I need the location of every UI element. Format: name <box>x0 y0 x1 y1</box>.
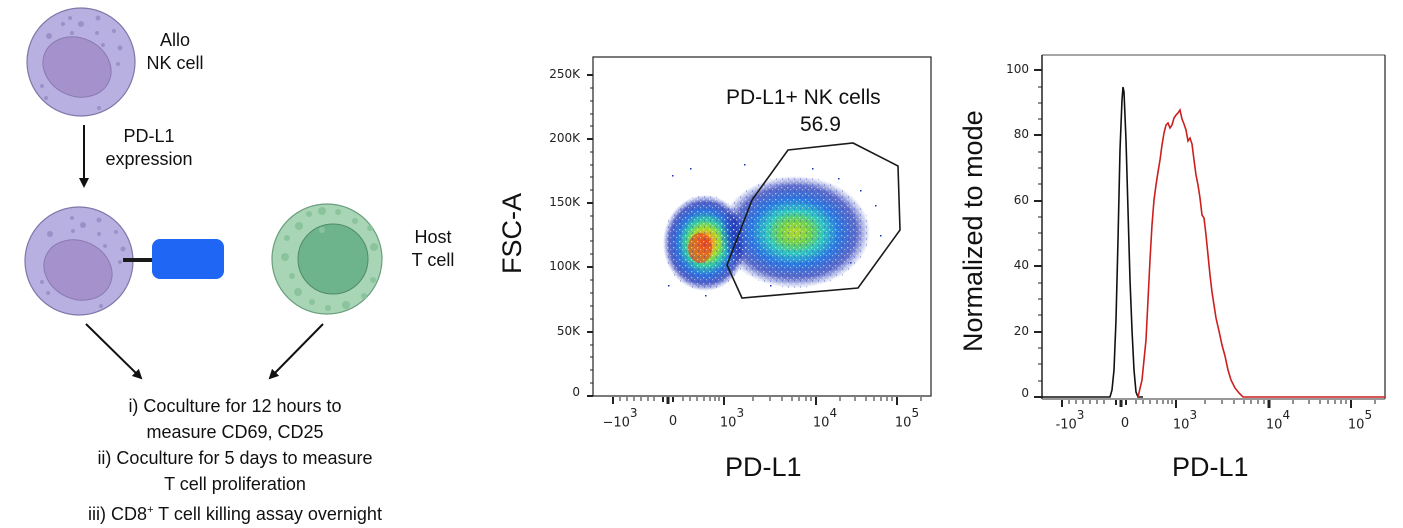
step-2-line2: T cell proliferation <box>164 474 306 494</box>
host-t-label: Host T cell <box>398 226 468 272</box>
hist-xtick-1e5: 105 <box>1347 408 1372 433</box>
hist-xtick-1e3: 103 <box>1172 408 1197 433</box>
scatter-ytick-50k: 50K <box>556 324 580 338</box>
scatter-x-axis-ticks <box>612 397 922 405</box>
scatter-ytick-250k: 250K <box>549 67 580 81</box>
step-3-superscript: + <box>147 504 154 516</box>
step-3-suffix: T cell killing assay overnight <box>153 504 382 524</box>
scatter-ytick-100k: 100K <box>549 259 580 273</box>
tick-base: 10 <box>894 415 912 431</box>
histogram-frame <box>1041 54 1386 400</box>
step-3-prefix: iii) CD8 <box>88 504 148 524</box>
tick-exp: 4 <box>829 406 838 420</box>
hist-ytick-80: 80 <box>1013 127 1029 141</box>
pdl1-expression-label: PD-L1 expression <box>84 125 214 171</box>
pdl1-positive-gate[interactable] <box>726 142 901 299</box>
scatter-ytick-200k: 200K <box>549 131 580 145</box>
assay-steps-list: i) Coculture for 12 hours to measure CD6… <box>0 393 470 527</box>
hist-ytick-20: 20 <box>1013 324 1029 338</box>
scatter-y-axis-title: FSC-A <box>497 193 527 274</box>
pdl1-nk-cell-icon <box>24 206 134 316</box>
allo-nk-label-line2: NK cell <box>146 53 204 73</box>
tick-base: 10 <box>1172 417 1190 433</box>
tick-exp: 3 <box>1189 408 1198 422</box>
tick-base: -10 <box>1055 417 1077 433</box>
host-t-label-line1: Host <box>414 227 452 247</box>
step-1-line1: i) Coculture for 12 hours to <box>128 396 342 416</box>
scatter-xtick-1e3: 103 <box>719 406 744 431</box>
allo-nk-cell-icon <box>26 7 136 117</box>
scatter-xtick-1e5: 105 <box>894 406 919 431</box>
tick-base: 10 <box>812 415 830 431</box>
histogram-y-axis-ticks <box>1034 69 1042 398</box>
hist-xtick-1e4: 104 <box>1265 408 1290 433</box>
control-histogram-curve <box>1042 86 1143 398</box>
pdl1-histogram-curve <box>1137 107 1385 398</box>
tick-base: 0 <box>1120 416 1130 431</box>
tick-exp: 5 <box>911 406 920 420</box>
hist-ytick-40: 40 <box>1013 258 1029 272</box>
scatter-xtick-neg1e3: −103 <box>602 406 637 431</box>
tick-exp: 4 <box>1282 408 1291 422</box>
scatter-ytick-0: 0 <box>572 385 580 399</box>
host-t-label-line2: T cell <box>411 250 455 270</box>
hist-ytick-60: 60 <box>1013 193 1029 207</box>
step-1-line2: measure CD69, CD25 <box>146 422 324 442</box>
tick-base: −10 <box>602 415 630 431</box>
allo-nk-label: Allo NK cell <box>142 29 208 75</box>
tick-base: 10 <box>1265 417 1283 433</box>
pdl1-expression-label-line1: PD-L1 <box>123 126 175 146</box>
allo-nk-label-line1: Allo <box>159 30 190 50</box>
scatter-xtick-0: 0 <box>669 414 677 429</box>
hist-ytick-0: 0 <box>1021 386 1029 400</box>
hist-xtick-0: 0 <box>1121 416 1129 431</box>
pdl1-receptor-icon <box>152 239 224 279</box>
host-t-cell-icon <box>271 203 383 315</box>
tick-base: 10 <box>1347 417 1365 433</box>
scatter-ytick-150k: 150K <box>549 195 580 209</box>
hist-y-axis-title: Normalized to mode <box>958 110 988 352</box>
density-plot-events <box>663 164 882 297</box>
scatter-x-axis-title: PD-L1 <box>725 452 802 482</box>
tick-exp: 3 <box>629 406 638 420</box>
tick-base: 10 <box>719 415 737 431</box>
tick-exp: 3 <box>1076 408 1085 422</box>
converge-arrow-left-icon <box>85 323 143 380</box>
hist-ytick-100: 100 <box>1006 62 1029 76</box>
converge-arrow-right-icon <box>268 323 324 380</box>
step-2-line1: ii) Coculture for 5 days to measure <box>97 448 373 468</box>
gate-percent-value: 56.9 <box>800 113 841 136</box>
pdl1-expression-label-line2: expression <box>105 149 193 169</box>
tick-base: 0 <box>668 414 678 429</box>
tick-exp: 3 <box>736 406 745 420</box>
step-3: iii) CD8+ T cell killing assay overnight <box>0 497 470 527</box>
hist-x-axis-title: PD-L1 <box>1172 452 1249 482</box>
histogram-x-axis-ticks <box>1061 400 1376 408</box>
gate-name-label: PD-L1+ NK cells <box>726 86 881 109</box>
hist-xtick-neg1e3: -103 <box>1055 408 1085 433</box>
scatter-y-axis-ticks <box>587 74 593 397</box>
tick-exp: 5 <box>1364 408 1373 422</box>
scatter-xtick-1e4: 104 <box>812 406 837 431</box>
